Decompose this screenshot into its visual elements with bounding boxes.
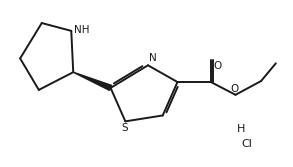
- Text: O: O: [214, 61, 222, 71]
- Text: NH: NH: [74, 25, 90, 35]
- Text: H: H: [237, 124, 246, 134]
- Text: N: N: [149, 53, 157, 63]
- Text: Cl: Cl: [242, 139, 253, 149]
- Text: O: O: [230, 84, 239, 94]
- Polygon shape: [73, 72, 112, 90]
- Text: S: S: [121, 123, 128, 133]
